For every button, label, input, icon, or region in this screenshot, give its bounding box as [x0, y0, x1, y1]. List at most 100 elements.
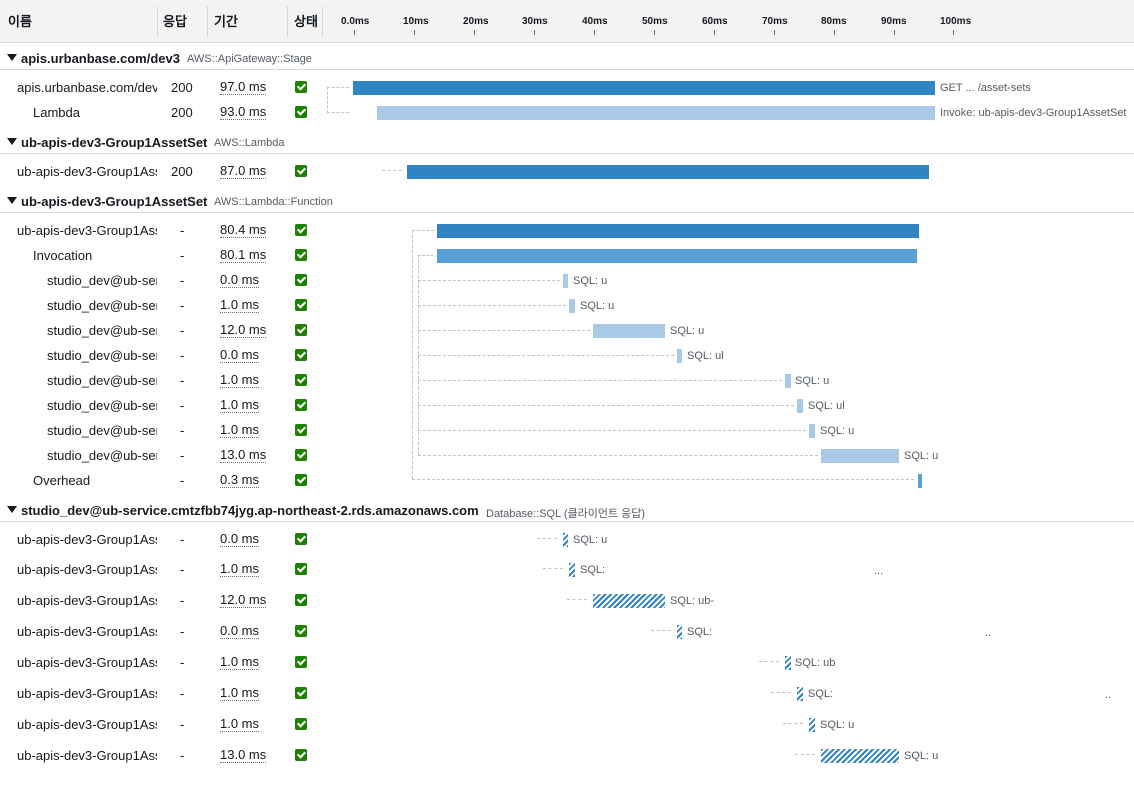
segment-name[interactable]: apis.urbanbase.com/dev3 — [17, 80, 157, 95]
segment-name[interactable]: ub-apis-dev3-Group1AssetSet — [17, 624, 157, 639]
segment-duration[interactable]: 1.0 ms — [220, 685, 260, 701]
segment-name[interactable]: studio_dev@ub-service — [47, 348, 157, 363]
segment-row[interactable]: studio_dev@ub-service - 13.0 ms SQL: u — [0, 443, 1134, 468]
segment-row[interactable]: studio_dev@ub-service - 0.0 ms SQL: u — [0, 268, 1134, 293]
segment-row[interactable]: ub-apis-dev3-Group1AssetSet - 13.0 ms SQL: … — [0, 743, 1134, 768]
timeline-bar[interactable] — [407, 165, 929, 179]
segment-row[interactable]: apis.urbanbase.com/dev3 200 97.0 ms GET ...… — [0, 75, 1134, 100]
segment-duration[interactable]: 80.4 ms — [220, 222, 267, 238]
segment-name[interactable]: studio_dev@ub-service — [47, 448, 157, 463]
segment-duration[interactable]: 0.0 ms — [220, 531, 260, 547]
segment-duration[interactable]: 12.0 ms — [220, 592, 267, 608]
collapse-triangle-icon[interactable] — [7, 506, 17, 513]
group-header[interactable]: ub-apis-dev3-Group1AssetSet AWS::Lambda::… — [0, 191, 1134, 213]
timeline-bar[interactable] — [677, 349, 682, 363]
segment-duration[interactable]: 1.0 ms — [220, 422, 260, 438]
timeline-bar[interactable] — [918, 474, 922, 488]
timeline-bar[interactable] — [785, 374, 791, 388]
segment-name[interactable]: ub-apis-dev3-Group1AssetSet — [17, 593, 157, 608]
segment-duration[interactable]: 0.0 ms — [220, 623, 260, 639]
column-header-response[interactable]: 응답 — [163, 14, 187, 29]
segment-name[interactable]: studio_dev@ub-service — [47, 273, 157, 288]
segment-duration[interactable]: 1.0 ms — [220, 561, 260, 577]
group-header[interactable]: apis.urbanbase.com/dev3 AWS::ApiGateway::… — [0, 48, 1134, 70]
segment-duration[interactable]: 0.3 ms — [220, 472, 260, 488]
segment-row[interactable]: studio_dev@ub-service - 0.0 ms SQL: ul — [0, 343, 1134, 368]
timeline-bar[interactable] — [377, 106, 935, 120]
segment-row[interactable]: studio_dev@ub-service - 1.0 ms SQL: u — [0, 368, 1134, 393]
segment-duration[interactable]: 1.0 ms — [220, 716, 260, 732]
segment-name[interactable]: ub-apis-dev3-Group1AssetSet — [17, 532, 157, 547]
segment-row[interactable]: Overhead - 0.3 ms — [0, 468, 1134, 493]
segment-duration[interactable]: 80.1 ms — [220, 247, 267, 263]
segment-name[interactable]: ub-apis-dev3-Group1AssetSet — [17, 223, 157, 238]
segment-name[interactable]: Overhead — [33, 473, 91, 488]
segment-name[interactable]: Invocation — [33, 248, 93, 263]
segment-row[interactable]: ub-apis-dev3-Group1AssetSet - 80.4 ms — [0, 218, 1134, 243]
segment-duration[interactable]: 97.0 ms — [220, 79, 267, 95]
timeline-bar[interactable] — [593, 324, 665, 338]
segment-row[interactable]: ub-apis-dev3-Group1AssetSet - 1.0 ms SQL:..… — [0, 557, 1134, 582]
segment-row[interactable]: ub-apis-dev3-Group1AssetSet - 0.0 ms SQL: u — [0, 527, 1134, 552]
segment-name[interactable]: studio_dev@ub-service — [47, 373, 157, 388]
segment-row[interactable]: ub-apis-dev3-Group1AssetSet - 0.0 ms SQL:.. — [0, 619, 1134, 644]
timeline-bar[interactable] — [563, 533, 568, 547]
collapse-triangle-icon[interactable] — [7, 197, 17, 204]
segment-name[interactable]: ub-apis-dev3-Group1AssetSet — [17, 748, 157, 763]
segment-name[interactable]: ub-apis-dev3-Group1AssetSet — [17, 562, 157, 577]
timeline-bar[interactable] — [563, 274, 568, 288]
timeline-bar[interactable] — [797, 399, 803, 413]
timeline-bar[interactable] — [437, 224, 919, 238]
segment-duration[interactable]: 1.0 ms — [220, 397, 260, 413]
segment-duration[interactable]: 1.0 ms — [220, 372, 260, 388]
column-header-status[interactable]: 상태 — [294, 14, 318, 29]
timeline-bar[interactable] — [353, 81, 935, 95]
segment-name[interactable]: ub-apis-dev3-Group1AssetSet — [17, 164, 157, 179]
group-header[interactable]: studio_dev@ub-service.cmtzfbb74jyg.ap-no… — [0, 500, 1134, 522]
segment-row[interactable]: studio_dev@ub-service - 1.0 ms SQL: u — [0, 293, 1134, 318]
segment-name[interactable]: studio_dev@ub-service — [47, 398, 157, 413]
timeline-bar[interactable] — [809, 718, 815, 732]
column-header-name[interactable]: 이름 — [8, 14, 32, 29]
timeline-bar[interactable] — [593, 594, 665, 608]
timeline-bar[interactable] — [677, 625, 682, 639]
collapse-triangle-icon[interactable] — [7, 54, 17, 61]
collapse-triangle-icon[interactable] — [7, 138, 17, 145]
segment-duration[interactable]: 0.0 ms — [220, 347, 260, 363]
timeline-bar[interactable] — [797, 687, 803, 701]
segment-duration[interactable]: 13.0 ms — [220, 447, 267, 463]
column-header-duration[interactable]: 기간 — [214, 14, 238, 29]
segment-name[interactable]: studio_dev@ub-service — [47, 323, 157, 338]
segment-row[interactable]: Invocation - 80.1 ms — [0, 243, 1134, 268]
group-header[interactable]: ub-apis-dev3-Group1AssetSet AWS::Lambda — [0, 132, 1134, 154]
segment-name[interactable]: studio_dev@ub-service — [47, 423, 157, 438]
segment-row[interactable]: studio_dev@ub-service - 1.0 ms SQL: u — [0, 418, 1134, 443]
timeline-bar[interactable] — [569, 299, 575, 313]
segment-duration[interactable]: 13.0 ms — [220, 747, 267, 763]
segment-row[interactable]: ub-apis-dev3-Group1AssetSet - 1.0 ms SQL: u — [0, 712, 1134, 737]
timeline-bar[interactable] — [437, 249, 917, 263]
segment-row[interactable]: ub-apis-dev3-Group1AssetSet - 12.0 ms SQL: … — [0, 588, 1134, 613]
segment-duration[interactable]: 87.0 ms — [220, 163, 267, 179]
segment-duration[interactable]: 0.0 ms — [220, 272, 260, 288]
timeline-bar[interactable] — [821, 749, 899, 763]
segment-name[interactable]: ub-apis-dev3-Group1AssetSet — [17, 655, 157, 670]
segment-row[interactable]: ub-apis-dev3-Group1AssetSet - 1.0 ms SQL: u… — [0, 650, 1134, 675]
timeline-bar[interactable] — [569, 563, 575, 577]
segment-duration[interactable]: 12.0 ms — [220, 322, 267, 338]
timeline-bar[interactable] — [809, 424, 815, 438]
segment-duration[interactable]: 1.0 ms — [220, 297, 260, 313]
segment-row[interactable]: ub-apis-dev3-Group1AssetSet 200 87.0 ms — [0, 159, 1134, 184]
segment-name[interactable]: studio_dev@ub-service — [47, 298, 157, 313]
timeline-bar[interactable] — [821, 449, 899, 463]
segment-duration[interactable]: 1.0 ms — [220, 654, 260, 670]
segment-name[interactable]: ub-apis-dev3-Group1AssetSet — [17, 717, 157, 732]
segment-row[interactable]: Lambda 200 93.0 ms Invoke: ub-apis-dev3-Gro… — [0, 100, 1134, 125]
timeline-bar[interactable] — [785, 656, 791, 670]
segment-duration[interactable]: 93.0 ms — [220, 104, 267, 120]
segment-name[interactable]: ub-apis-dev3-Group1AssetSet — [17, 686, 157, 701]
segment-row[interactable]: ub-apis-dev3-Group1AssetSet - 1.0 ms SQL:.. — [0, 681, 1134, 706]
segment-row[interactable]: studio_dev@ub-service - 1.0 ms SQL: ul — [0, 393, 1134, 418]
segment-row[interactable]: studio_dev@ub-service - 12.0 ms SQL: u — [0, 318, 1134, 343]
segment-name[interactable]: Lambda — [33, 105, 80, 120]
